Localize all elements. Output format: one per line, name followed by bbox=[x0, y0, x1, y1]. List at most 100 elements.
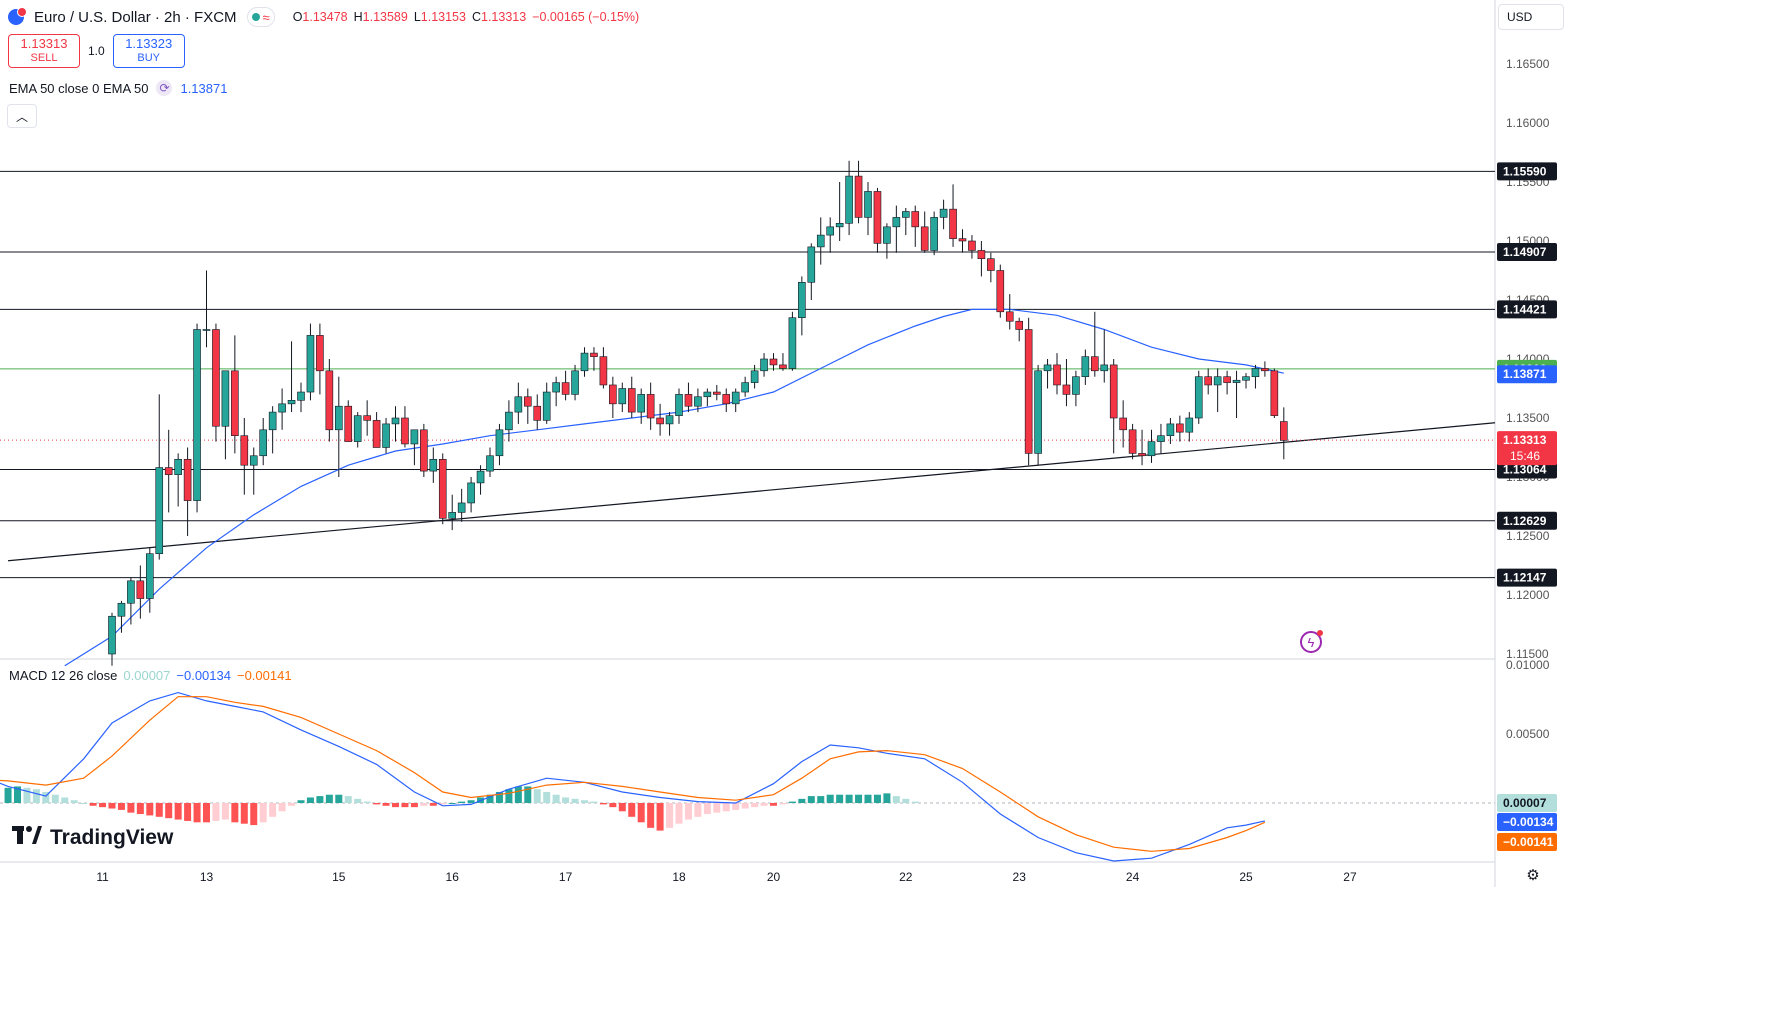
candle bbox=[665, 412, 674, 436]
candle bbox=[240, 418, 249, 495]
macd-hist-bar bbox=[836, 794, 844, 803]
ema-legend[interactable]: EMA 50 close 0 EMA 50 ⟳ 1.13871 bbox=[9, 80, 227, 96]
macd-hist-bar bbox=[666, 803, 674, 828]
chart-canvas[interactable]: 1.165001.160001.155001.150001.145001.140… bbox=[0, 0, 1568, 887]
gear-icon[interactable]: ⚙ bbox=[1526, 867, 1540, 884]
macd-hist-bar bbox=[845, 794, 853, 803]
candle bbox=[911, 205, 920, 247]
macd-hist-bar bbox=[335, 794, 343, 803]
macd-hist-bar bbox=[14, 786, 21, 803]
candle-body bbox=[911, 211, 920, 228]
candle-body bbox=[646, 394, 655, 419]
candle-body bbox=[987, 258, 995, 271]
candle bbox=[448, 494, 457, 531]
macd-hist-bar bbox=[514, 786, 522, 803]
candle-body bbox=[306, 335, 315, 393]
macd-hist-bar bbox=[146, 803, 154, 816]
candle-body bbox=[864, 191, 872, 218]
macd-hist-bar bbox=[571, 798, 579, 803]
candle-body bbox=[495, 429, 504, 457]
macd-hist-bar bbox=[297, 800, 305, 803]
time-tick-label: 17 bbox=[559, 870, 573, 884]
macd-hist-bar bbox=[80, 803, 88, 804]
candle bbox=[873, 187, 882, 253]
level-price-tag-bg bbox=[1497, 511, 1557, 530]
market-status-pill[interactable]: ≈ bbox=[246, 7, 275, 27]
candle bbox=[854, 160, 863, 224]
sell-price: 1.13313 bbox=[20, 36, 68, 51]
macd-hist-bar bbox=[826, 794, 834, 803]
candle-body bbox=[1005, 311, 1014, 322]
close-value: 1.13313 bbox=[481, 10, 527, 24]
macd-hist-bar bbox=[373, 803, 381, 805]
candle bbox=[1270, 368, 1279, 418]
macd-legend[interactable]: MACD 12 26 close 0.00007 −0.00134 −0.001… bbox=[9, 668, 292, 683]
macd-line-tag: −0.00134 bbox=[1503, 815, 1554, 829]
candle-body bbox=[798, 281, 806, 318]
time-tick-label: 25 bbox=[1239, 870, 1253, 884]
macd-hist-bar bbox=[883, 793, 891, 803]
brand-name: TradingView bbox=[50, 826, 174, 849]
candle-body bbox=[826, 226, 835, 236]
candle bbox=[1138, 429, 1146, 466]
macd-hist-bar bbox=[316, 796, 324, 803]
change-value: −0.00165 (−0.15%) bbox=[532, 10, 640, 24]
flash-icon[interactable]: ϟ bbox=[1300, 630, 1323, 653]
macd-hist-bar bbox=[788, 801, 796, 803]
candle bbox=[958, 229, 967, 253]
symbol-title[interactable]: Euro / U.S. Dollar · 2h · FXCM bbox=[34, 8, 237, 26]
level-price-tag: 1.14907 bbox=[1503, 245, 1547, 259]
macd-legend-label: MACD 12 26 close bbox=[9, 668, 118, 683]
sync-icon[interactable]: ⟳ bbox=[156, 80, 173, 96]
candle-body bbox=[1270, 370, 1279, 416]
candle bbox=[1100, 329, 1109, 383]
collapse-legend-button[interactable]: ︿ bbox=[7, 104, 37, 128]
candle bbox=[1005, 294, 1014, 330]
candle-body bbox=[854, 175, 863, 218]
macd-hist-bar bbox=[533, 789, 541, 803]
candle-body bbox=[665, 415, 674, 425]
time-tick-label: 16 bbox=[446, 870, 460, 884]
candle-body bbox=[1223, 376, 1231, 383]
candle-body bbox=[731, 391, 740, 405]
candle bbox=[363, 400, 371, 436]
price-tick-label: 1.11500 bbox=[1506, 647, 1549, 661]
macd-hist-bar bbox=[99, 803, 107, 808]
candle-body bbox=[1119, 417, 1127, 431]
sell-button[interactable]: 1.13313 SELL bbox=[8, 34, 80, 68]
tradingview-logo[interactable]: TradingView bbox=[12, 826, 173, 850]
candle-body bbox=[590, 352, 598, 357]
candle bbox=[259, 418, 268, 466]
macd-hist-bar bbox=[89, 803, 97, 806]
candle bbox=[1072, 370, 1080, 407]
last-price-tag: 1.13313 bbox=[1503, 433, 1547, 447]
candle bbox=[1261, 361, 1269, 377]
macd-signal-tag: −0.00141 bbox=[1503, 835, 1554, 849]
candle-body bbox=[618, 388, 627, 405]
candle-body bbox=[627, 388, 636, 413]
currency-button[interactable]: USD bbox=[1498, 4, 1564, 30]
macd-hist-bar bbox=[410, 803, 418, 808]
macd-hist-bar bbox=[325, 794, 333, 803]
close-label: C bbox=[471, 10, 481, 24]
candle-body bbox=[136, 580, 145, 599]
macd-signal-tag-bg bbox=[1497, 833, 1557, 851]
candle-body bbox=[1204, 376, 1212, 386]
level-price-tag: 1.14421 bbox=[1503, 302, 1547, 316]
candle-body bbox=[410, 429, 419, 445]
macd-hist-bar bbox=[467, 800, 475, 803]
buy-button[interactable]: 1.13323 BUY bbox=[112, 34, 185, 68]
macd-hist-bar bbox=[250, 803, 258, 826]
macd-hist-bar bbox=[363, 801, 371, 803]
candle bbox=[675, 388, 683, 424]
candle-body bbox=[1034, 370, 1042, 454]
quantity-value[interactable]: 1.0 bbox=[88, 44, 105, 58]
candle bbox=[174, 453, 182, 507]
macd-hist-bar bbox=[354, 798, 362, 803]
macd-hist-bar bbox=[32, 789, 40, 803]
candle-body bbox=[656, 417, 664, 425]
candle-body bbox=[996, 270, 1005, 313]
candle-body bbox=[325, 370, 334, 431]
candle-body bbox=[835, 223, 844, 228]
macd-hist-bar bbox=[70, 800, 78, 803]
